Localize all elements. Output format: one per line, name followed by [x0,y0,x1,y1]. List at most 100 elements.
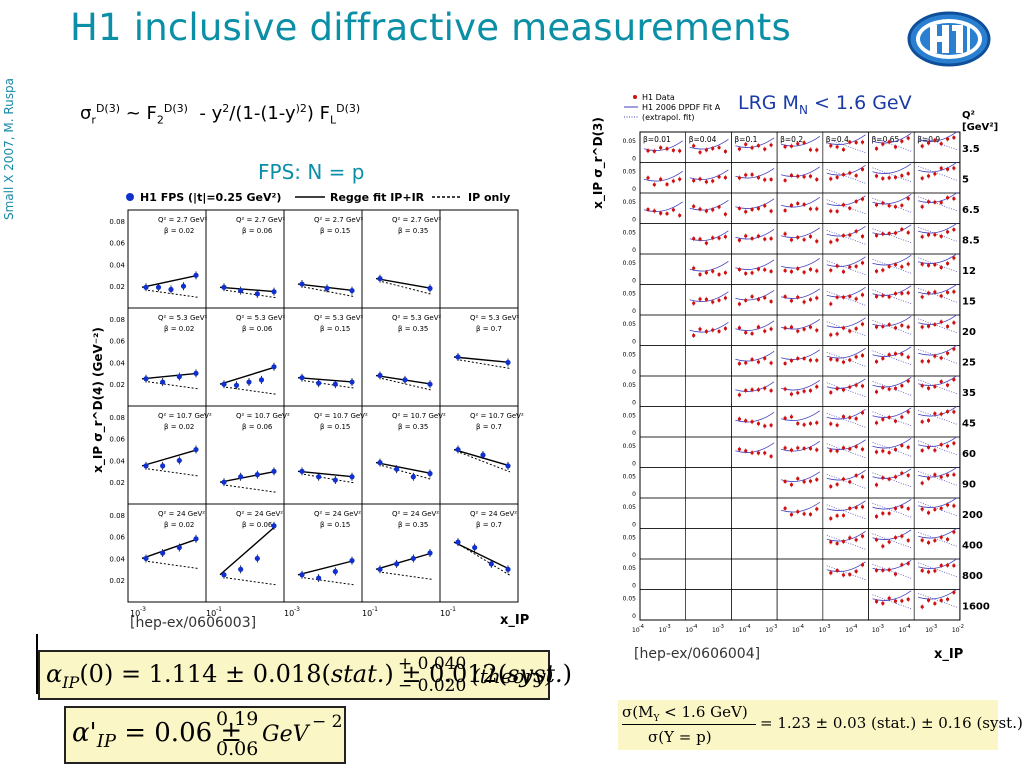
h1-data-point [933,233,937,237]
extrap-curve [826,168,866,184]
h1-data-point [815,477,819,482]
dpdf-fit-curve [872,559,912,571]
data-point [427,470,433,477]
x-tick-label: 10 [872,627,880,634]
h1-data-point [802,202,806,207]
q2-value: 25 [962,358,976,369]
h1-data-point [717,145,721,150]
fit-line [453,448,511,467]
h1-data-point [763,386,767,390]
panel-q2-label: Q² = 2.7 GeV² [392,216,442,224]
h1-data-point [854,416,858,421]
h1-data-point [933,538,937,543]
x-tick-label: 10 [792,627,800,634]
data-point [349,287,355,294]
h1-data-point [744,234,748,238]
panel-beta-label: β = 0.15 [320,325,350,333]
q2-value: 90 [962,480,976,491]
h1-data-point [906,473,910,477]
h1-data-point [926,541,931,545]
extrap-curve [826,565,866,581]
lrg-panel [731,558,778,590]
h1-data-point [906,597,910,601]
h1-data-point [860,563,865,567]
h1-data-point [783,232,787,236]
h1-data-point [893,205,898,209]
h1-data-point [802,480,806,484]
h1-data-point [698,272,702,277]
h1-data-point [906,262,910,266]
y-tick-label: 0.02 [109,283,125,291]
dpdf-fit-curve [872,498,912,510]
h1-data-point [926,445,931,449]
dpdf-fit-curve [780,227,821,238]
lrg-panel [639,528,687,560]
h1-data-point [815,207,819,211]
lrg-panel [639,436,687,468]
data-point [254,555,260,562]
h1-data-point [926,174,931,178]
h1-data-point [848,385,852,389]
h1-data-point [756,297,761,301]
y-tick-zero: 0 [632,186,636,193]
dpdf-fit-curve [918,253,958,264]
panel-q2-label: Q² = 2.7 GeV² [158,216,208,224]
lrg-panel [822,284,869,316]
data-point [316,575,322,581]
h1-data-point [704,148,708,152]
x-tick-label: 10 [632,627,640,634]
h1-data-point [802,446,806,451]
x-tick-label: 10 [206,609,216,618]
dpdf-fit-curve [643,201,683,212]
data-point [349,379,355,385]
panel-beta-label: β = 0.35 [398,325,428,333]
panel-q2-label: Q² = 10.7 GeV² [314,412,368,420]
lrg-panel [776,497,824,529]
lrg-panel [822,406,869,438]
h1-data-point [900,563,904,567]
h1-data-point [900,203,904,208]
h1-data-point [887,176,891,180]
extrap-curve [872,533,912,549]
h1-data-point [860,167,865,171]
h1-data-point [763,147,767,151]
h1-data-point [900,173,904,178]
h1-data-point [952,473,956,477]
h1-data-point [829,484,833,489]
h1-data-point [920,295,924,299]
data-point [324,285,330,291]
h1-data-point [945,597,950,601]
q2-header: Q² [962,110,975,121]
h1-data-point [769,423,773,427]
h1-data-point [750,451,754,455]
h1-data-point [926,476,931,481]
panel-q2-label: Q² = 24 GeV² [470,510,517,518]
fps-panel [127,503,207,603]
h1-data-point [763,356,767,360]
panel-beta-label: β = 0.06 [242,423,273,431]
h1-data-point [945,351,950,355]
h1-data-point [854,505,858,510]
dpdf-fit-curve [735,228,775,240]
h1-data-point [796,510,800,514]
h1-data-point [723,149,727,154]
h1-data-point [945,196,950,200]
eq2-unit: GeV [262,722,309,747]
extrap-curve [826,199,866,215]
legend-extrap-label: (extrapol. fit) [642,113,695,122]
h1-data-point [848,447,852,451]
panel-q2-label: Q² = 5.3 GeV² [158,314,208,322]
h1-data-point [887,540,891,544]
h1-data-point [744,388,748,393]
dpdf-fit-curve [826,408,866,420]
y-tick-zero: 0 [632,400,636,407]
beta-label: β=0.04 [689,135,717,144]
x-tick-label: 10 [819,627,827,634]
h1-data-point [841,477,846,481]
eq1-theory: (theory) [472,664,554,688]
h1-data-point [874,390,879,394]
x-tick-exp: -4 [799,624,804,630]
h1-data-point [893,572,898,576]
ip-only-line [147,289,199,298]
lrg-panel [685,436,732,468]
